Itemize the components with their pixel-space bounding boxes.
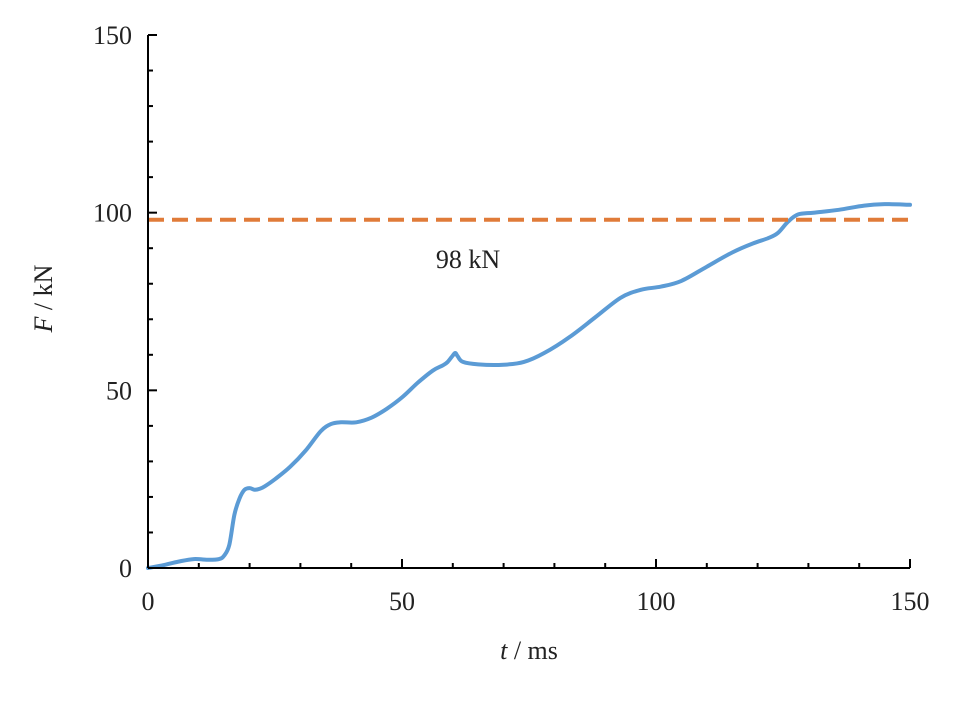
x-tick-label: 100 (637, 587, 676, 616)
x-tick-label: 0 (142, 587, 155, 616)
y-axis-variable: F (29, 315, 58, 333)
annotation-threshold-label: 98 kN (436, 245, 501, 274)
y-tick-label: 50 (106, 376, 132, 405)
x-tick-label: 50 (389, 587, 415, 616)
axes-layer (147, 35, 910, 569)
x-tick-label: 150 (891, 587, 930, 616)
x-axis-unit: / ms (507, 636, 558, 665)
force-curve-line (146, 202, 912, 570)
y-axis-title: F / kN (29, 264, 58, 333)
y-tick-label: 100 (93, 199, 132, 228)
series-layer (146, 202, 912, 570)
labels-layer: t / ms F / kN 98 kN (29, 245, 558, 665)
x-axis-variable: t (500, 636, 508, 665)
y-axis-unit: / kN (29, 264, 58, 316)
ticks-layer: 0 50 100 150 0 50 100 150 (93, 21, 930, 616)
y-tick-label: 150 (93, 21, 132, 50)
y-tick-label: 0 (119, 554, 132, 583)
x-axis-title: t / ms (500, 636, 558, 665)
